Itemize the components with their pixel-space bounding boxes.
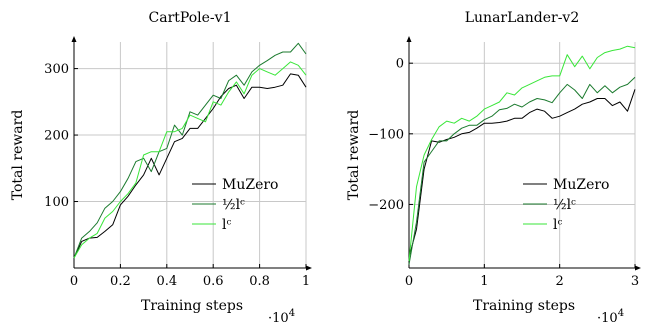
grid bbox=[74, 42, 307, 268]
x-tick-label: 0 bbox=[70, 274, 78, 289]
y-tick-label: 0 bbox=[396, 57, 404, 72]
x-tick-label: 0.4 bbox=[156, 274, 177, 289]
x-tick-label: 1 bbox=[302, 274, 310, 289]
y-tick-label: 300 bbox=[44, 62, 69, 77]
chart-0: 0 0.2 0.4 0.6 0.8 1 100 200 300 CartPole-v1 Traini… bbox=[10, 10, 312, 325]
y-axis-label: Total reward bbox=[346, 110, 362, 201]
legend-label: lᶜ bbox=[222, 217, 231, 233]
legend-label: lᶜ bbox=[553, 217, 562, 233]
x-axis-label: Training steps bbox=[141, 298, 243, 314]
legend: MuZero ½lᶜ lᶜ bbox=[192, 177, 279, 233]
x-tick-label: 0.6 bbox=[203, 274, 224, 289]
series-line-0 bbox=[408, 89, 636, 258]
x-multiplier-exponent: 4 bbox=[289, 308, 295, 319]
legend-label: MuZero bbox=[553, 177, 610, 193]
chart-1: 0 1 2 3 −200 −100 0 LunarLander-v2 Training step… bbox=[346, 10, 641, 325]
y-tick-label: −200 bbox=[368, 198, 404, 213]
x-tick-label: 3 bbox=[631, 274, 639, 289]
x-multiplier-base: ·10 bbox=[597, 311, 618, 325]
series-line-1 bbox=[408, 76, 636, 265]
legend-label: MuZero bbox=[222, 177, 279, 193]
x-multiplier-base: ·10 bbox=[268, 311, 289, 325]
series-line-2 bbox=[73, 61, 307, 259]
legend-label: ½lᶜ bbox=[553, 197, 576, 213]
y-axis-arrow bbox=[71, 36, 77, 42]
x-axis-label: Training steps bbox=[473, 298, 575, 314]
x-axis-arrow bbox=[306, 265, 312, 271]
y-axis-arrow bbox=[406, 36, 412, 42]
legend-label: ½lᶜ bbox=[222, 197, 245, 213]
x-tick-label: 0.2 bbox=[110, 274, 131, 289]
x-tick-label: 0 bbox=[405, 274, 413, 289]
grid bbox=[409, 42, 636, 268]
y-axis-label: Total reward bbox=[10, 110, 26, 201]
x-axis-arrow bbox=[635, 265, 641, 271]
series-line-2 bbox=[408, 45, 636, 261]
chart-title: CartPole-v1 bbox=[149, 10, 232, 26]
x-tick-label: 2 bbox=[556, 274, 564, 289]
x-multiplier: ·104 bbox=[268, 308, 295, 325]
x-multiplier: ·104 bbox=[597, 308, 624, 325]
x-multiplier-exponent: 4 bbox=[618, 308, 624, 319]
series-line-0 bbox=[73, 73, 307, 259]
legend: MuZero ½lᶜ lᶜ bbox=[523, 177, 610, 233]
y-tick-label: −100 bbox=[368, 127, 404, 142]
x-tick-label: 0.8 bbox=[249, 274, 270, 289]
series-line-1 bbox=[73, 42, 307, 259]
chart-title: LunarLander-v2 bbox=[465, 10, 580, 26]
y-tick-label: 200 bbox=[44, 129, 69, 144]
y-tick-label: 100 bbox=[44, 195, 69, 210]
x-tick-label: 1 bbox=[480, 274, 488, 289]
